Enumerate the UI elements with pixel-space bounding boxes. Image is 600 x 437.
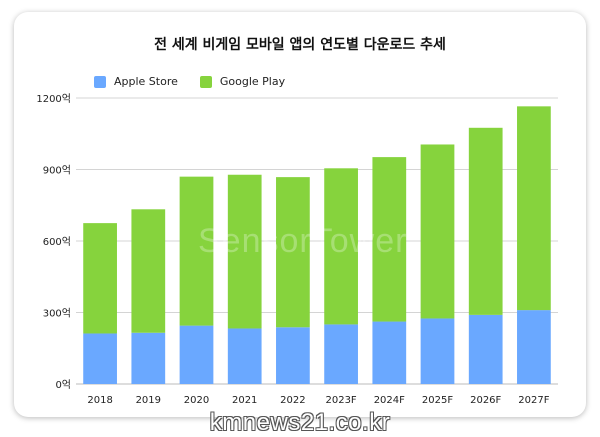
bar-google-play: [468, 127, 503, 315]
y-tick-label: 900억: [43, 165, 71, 177]
x-tick-label: 2020: [184, 395, 209, 406]
x-tick-label: 2026F: [470, 395, 501, 406]
y-tick-label: 0억: [55, 379, 71, 391]
x-tick-label: 2023F: [325, 395, 356, 406]
bar-apple-store: [324, 324, 358, 384]
x-tick-label: 2022: [280, 395, 305, 406]
bar-google-play: [179, 176, 214, 326]
y-tick-label: 300억: [43, 308, 71, 320]
x-tick-label: 2024F: [374, 395, 405, 406]
bar-apple-store: [179, 325, 214, 384]
bar-google-play: [227, 174, 262, 329]
bar-google-play: [324, 168, 358, 325]
chart-title: 전 세계 비게임 모바일 앱의 연도별 다운로드 추세: [154, 37, 446, 53]
legend-item-google-play: Google Play: [199, 75, 286, 88]
x-tick-label: 2021: [232, 395, 257, 406]
x-tick-label: 2018: [87, 395, 112, 406]
legend-swatch-apple-store: [94, 75, 106, 88]
bar-apple-store: [372, 321, 407, 384]
y-tick-label: 600억: [43, 236, 71, 248]
legend-swatch-google-play: [199, 75, 212, 88]
bar-google-play: [372, 157, 407, 322]
x-tick-label: 2019: [136, 395, 161, 406]
bar-apple-store: [131, 332, 166, 384]
chart-legend: Apple Store Google Play: [94, 75, 285, 88]
bar-apple-store: [468, 314, 503, 384]
legend-item-apple-store: Apple Store: [94, 75, 178, 88]
legend-label-apple-store: Apple Store: [114, 75, 178, 88]
bar-apple-store: [227, 328, 262, 384]
legend-label-google-play: Google Play: [219, 75, 286, 88]
x-tick-label: 2027F: [518, 395, 549, 406]
bar-google-play: [420, 144, 455, 319]
bar-apple-store: [420, 318, 455, 384]
bar-google-play: [517, 106, 551, 311]
bar-google-play: [276, 177, 310, 328]
bar-google-play: [83, 223, 117, 334]
y-tick-label: 1200억: [36, 93, 71, 105]
bar-apple-store: [517, 310, 551, 384]
site-watermark: kmnews21.co.kr: [209, 409, 391, 436]
x-tick-label: 2025F: [422, 395, 453, 406]
bar-apple-store: [276, 327, 310, 384]
bar-google-play: [131, 209, 166, 333]
bar-apple-store: [83, 333, 117, 384]
sensortower-watermark-logo: SensorTower: [198, 222, 408, 260]
